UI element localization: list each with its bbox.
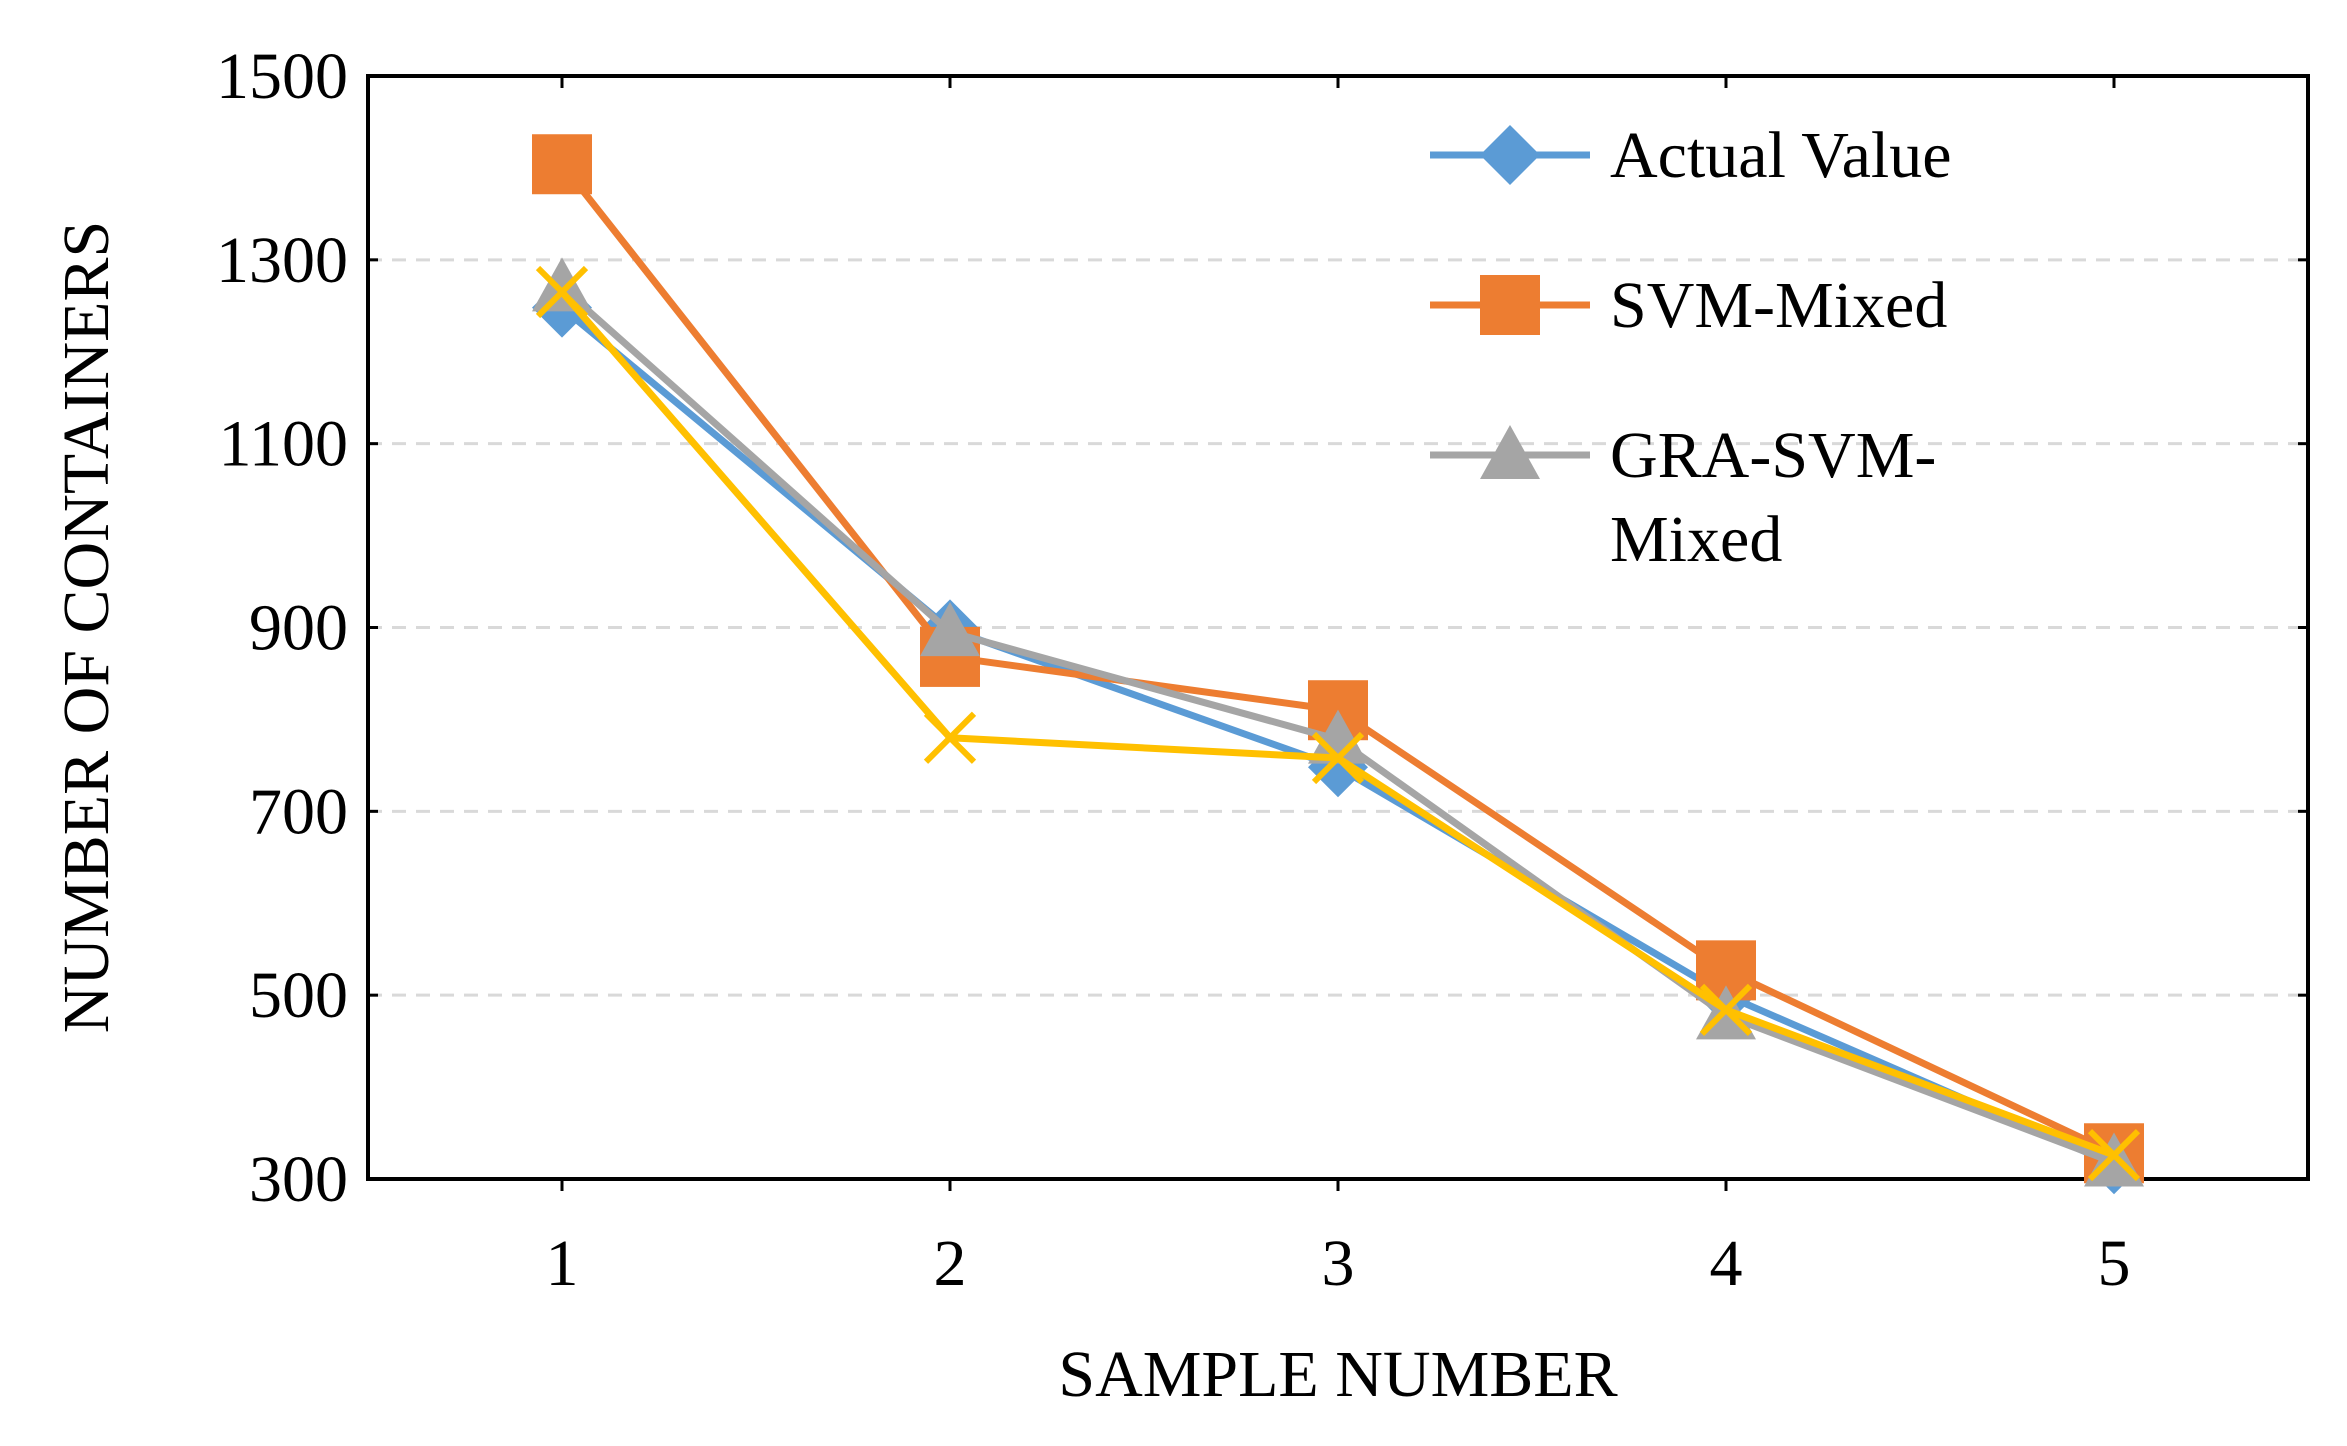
series-layer [532, 134, 2144, 1195]
data-point-x [535, 265, 589, 319]
x-marker-stroke [1699, 983, 1753, 1036]
x-marker-stroke [1311, 731, 1365, 785]
legend-entry-0: Actual Value [1430, 119, 1952, 192]
legend-label: Actual Value [1610, 119, 1952, 192]
legend-entry-2: GRA-SVM- Mixed [1430, 419, 1936, 576]
data-point-x [2087, 1128, 2141, 1182]
series-2 [532, 257, 2144, 1187]
y-tick-label: 1100 [218, 408, 348, 481]
data-point-x [1311, 731, 1365, 785]
data-point-triangle [532, 257, 592, 312]
data-point-x [1699, 983, 1753, 1036]
x-tick-label: 4 [1710, 1227, 1743, 1300]
legend-marker [1480, 275, 1540, 335]
data-point-triangle [920, 602, 980, 657]
legend-entry-1: SVM-Mixed [1430, 269, 1947, 342]
x-tick-label: 5 [2098, 1227, 2131, 1300]
data-point-square [532, 134, 592, 195]
series-3 [535, 265, 2141, 1182]
data-point-triangle [1308, 709, 1368, 764]
y-tick-label: 300 [249, 1143, 348, 1216]
x-marker-stroke [923, 711, 977, 764]
y-tick-label: 900 [249, 592, 348, 665]
x-tick-label: 2 [934, 1227, 967, 1300]
y-tick-label: 500 [249, 959, 348, 1032]
legend-label: GRA-SVM- [1610, 419, 1936, 492]
y-tick-label: 1300 [216, 224, 348, 297]
y-tick-label: 1500 [216, 40, 348, 113]
legend-label: SVM-Mixed [1610, 269, 1947, 342]
x-axis-title: SAMPLE NUMBER [1058, 1338, 1617, 1411]
x-marker-stroke [2087, 1128, 2141, 1182]
legend-marker [1480, 125, 1540, 185]
data-point-x [923, 711, 977, 764]
x-tick-label: 1 [546, 1227, 579, 1300]
legend-marker [1480, 425, 1540, 479]
y-tick-label: 700 [249, 775, 348, 848]
legend-label: Mixed [1610, 503, 1782, 576]
legend: Actual Value SVM-Mixed GRA-SVM- Mixed [1430, 119, 1952, 576]
axis-ticks: 300 500 700 900 1100 1300 1500 1 2 3 4 5 [216, 40, 2308, 1300]
y-axis-title: NUMBER OF CONTAINERS [50, 221, 123, 1033]
x-tick-label: 3 [1322, 1227, 1355, 1300]
x-marker-stroke [535, 265, 589, 319]
